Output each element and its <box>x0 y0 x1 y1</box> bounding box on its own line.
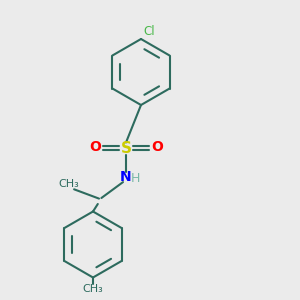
Text: S: S <box>121 141 131 156</box>
Text: O: O <box>89 140 101 154</box>
Text: O: O <box>151 140 163 154</box>
Text: Cl: Cl <box>143 25 155 38</box>
Text: CH₃: CH₃ <box>82 284 103 295</box>
Text: CH₃: CH₃ <box>58 179 80 189</box>
Text: H: H <box>131 172 140 185</box>
Text: N: N <box>120 170 132 184</box>
